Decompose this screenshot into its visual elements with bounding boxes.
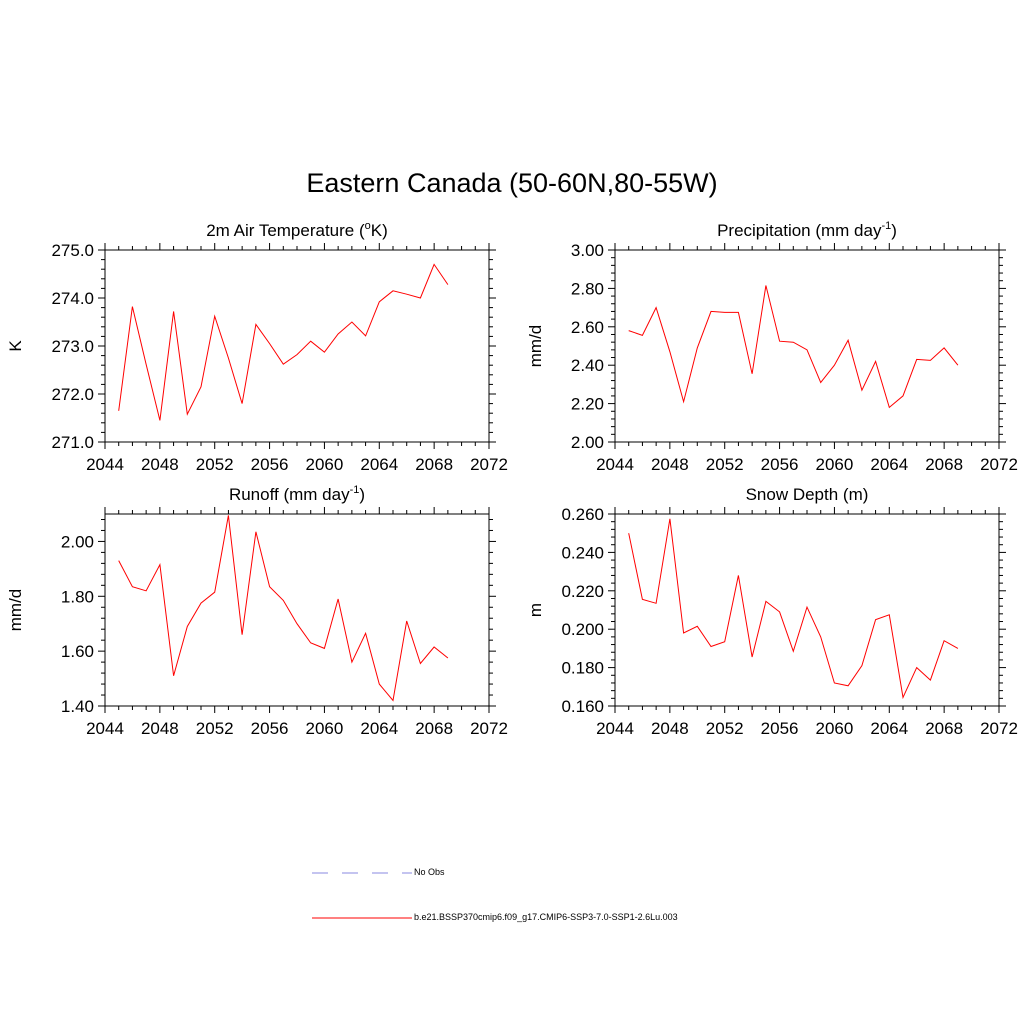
- x-tick-label: 2060: [816, 719, 854, 738]
- x-tick-label: 2052: [196, 719, 234, 738]
- y-tick-label: 0.200: [561, 620, 604, 639]
- x-tick-label: 2056: [251, 455, 289, 474]
- x-tick-label: 2068: [925, 455, 963, 474]
- y-tick-label: 0.180: [561, 659, 604, 678]
- x-tick-label: 2052: [706, 455, 744, 474]
- x-tick-label: 2068: [415, 719, 453, 738]
- y-tick-label: 2.60: [571, 318, 604, 337]
- series-line: [628, 285, 959, 409]
- y-tick-label: 0.160: [561, 697, 604, 716]
- panel-title: Precipitation (mm day-1): [717, 220, 897, 240]
- page-title: Eastern Canada (50-60N,80-55W): [306, 168, 718, 198]
- series-line: [118, 263, 449, 421]
- x-tick-label: 2064: [870, 719, 908, 738]
- y-tick-label: 1.40: [61, 697, 94, 716]
- y-tick-label: 1.80: [61, 587, 94, 606]
- x-tick-label: 2056: [761, 455, 799, 474]
- x-tick-label: 2056: [251, 719, 289, 738]
- x-tick-label: 2072: [470, 719, 508, 738]
- y-axis-label: K: [6, 340, 25, 352]
- x-tick-label: 2048: [141, 719, 179, 738]
- y-tick-label: 275.0: [51, 241, 94, 260]
- y-tick-label: 2.20: [571, 395, 604, 414]
- panel-title: Runoff (mm day-1): [229, 484, 365, 504]
- y-tick-label: 2.80: [571, 279, 604, 298]
- y-tick-label: 3.00: [571, 241, 604, 260]
- y-tick-label: 273.0: [51, 337, 94, 356]
- y-axis-label: mm/d: [6, 589, 25, 632]
- x-tick-label: 2064: [360, 455, 398, 474]
- y-tick-label: 0.240: [561, 543, 604, 562]
- x-tick-label: 2056: [761, 719, 799, 738]
- x-tick-label: 2064: [360, 719, 398, 738]
- x-tick-label: 2060: [306, 455, 344, 474]
- y-tick-label: 0.260: [561, 505, 604, 524]
- x-tick-label: 2044: [596, 455, 634, 474]
- x-tick-label: 2072: [980, 719, 1018, 738]
- panel-title: 2m Air Temperature (oK): [206, 220, 388, 240]
- y-tick-label: 274.0: [51, 289, 94, 308]
- x-tick-label: 2044: [86, 455, 124, 474]
- y-tick-label: 1.60: [61, 642, 94, 661]
- x-tick-label: 2048: [651, 719, 689, 738]
- series-line: [628, 518, 959, 700]
- panel-title: Snow Depth (m): [746, 485, 869, 504]
- x-tick-label: 2060: [816, 455, 854, 474]
- y-tick-label: 271.0: [51, 433, 94, 452]
- x-tick-label: 2044: [596, 719, 634, 738]
- y-tick-label: 2.00: [61, 532, 94, 551]
- x-tick-label: 2052: [706, 719, 744, 738]
- series-line: [118, 515, 449, 702]
- x-tick-label: 2052: [196, 455, 234, 474]
- y-tick-label: 0.220: [561, 582, 604, 601]
- x-tick-label: 2068: [415, 455, 453, 474]
- x-tick-label: 2064: [870, 455, 908, 474]
- x-tick-label: 2068: [925, 719, 963, 738]
- x-tick-label: 2048: [141, 455, 179, 474]
- x-tick-label: 2072: [980, 455, 1018, 474]
- x-tick-label: 2048: [651, 455, 689, 474]
- x-tick-label: 2072: [470, 455, 508, 474]
- y-tick-label: 2.00: [571, 433, 604, 452]
- y-axis-label: m: [526, 603, 545, 617]
- x-tick-label: 2044: [86, 719, 124, 738]
- y-tick-label: 272.0: [51, 385, 94, 404]
- y-tick-label: 2.40: [571, 356, 604, 375]
- y-axis-label: mm/d: [526, 325, 545, 368]
- x-tick-label: 2060: [306, 719, 344, 738]
